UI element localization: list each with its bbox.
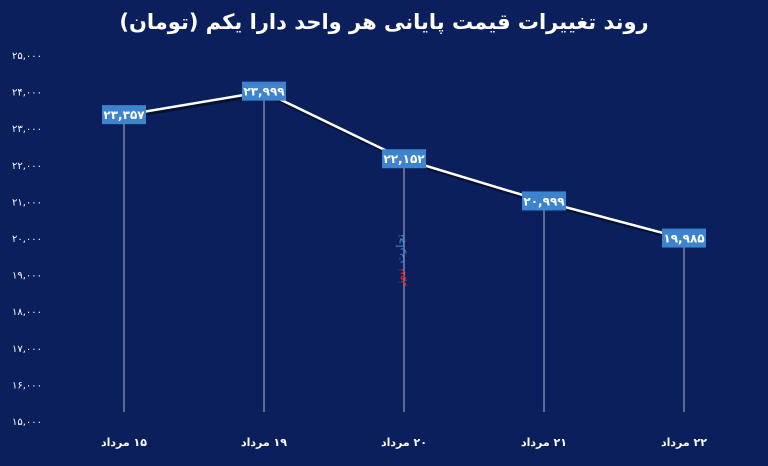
y-tick-label: ۲۰,۰۰۰ [12,234,42,245]
data-label-box [382,149,426,169]
data-label-box [242,81,286,101]
data-point: ۲۳,۹۹۹ [242,81,286,101]
y-tick-label: ۱۸,۰۰۰ [12,307,42,318]
data-label-box [102,105,146,125]
y-tick-label: ۱۵,۰۰۰ [12,417,42,428]
watermark: تجارت نیوز [389,234,408,287]
y-axis-ticks: ۱۵,۰۰۰ ۱۶,۰۰۰ ۱۷,۰۰۰ ۱۸,۰۰۰ ۱۹,۰۰۰ ۲۰,۰۰۰ ۲۱,۰… [12,51,42,428]
y-tick-label: ۲۲,۰۰۰ [12,161,42,172]
watermark-part1: تجارت [394,234,407,263]
x-tick-label: ۲۱ مرداد [521,436,567,449]
data-point: ۲۲,۱۵۲ [382,149,426,169]
x-tick-label: ۱۹ مرداد [241,436,287,449]
data-point: ۱۹,۹۸۵ [662,228,706,248]
data-point: ۲۳,۳۵۷ [102,105,146,125]
chart-title: روند تغییرات قیمت پایانی هر واحد دارا یک… [119,10,649,34]
x-tick-label: ۱۵ مرداد [101,436,147,449]
data-point: ۲۰,۹۹۹ [522,191,566,211]
x-tick-label: ۲۰ مرداد [381,436,427,449]
x-tick-label: ۲۲ مرداد [661,436,707,449]
y-tick-label: ۲۵,۰۰۰ [12,51,42,62]
data-label: ۲۳,۹۹۹ [243,85,285,99]
data-label: ۱۹,۹۸۵ [663,232,704,246]
x-axis-ticks: ۱۵ مرداد ۱۹ مرداد ۲۰ مرداد ۲۱ مرداد ۲۲ مرداد [101,436,707,449]
y-tick-label: ۱۷,۰۰۰ [12,344,42,355]
watermark-part2: نیوز [394,268,407,286]
svg-text:تجارت نیوز: تجارت نیوز [389,234,408,287]
y-tick-label: ۲۴,۰۰۰ [12,88,42,99]
drop-lines [123,91,685,412]
y-tick-label: ۲۳,۰۰۰ [12,124,42,135]
data-label: ۲۰,۹۹۹ [523,194,565,208]
data-label-box [522,191,566,211]
y-tick-label: ۱۹,۰۰۰ [12,271,42,282]
y-tick-label: ۲۱,۰۰۰ [12,197,42,208]
y-tick-label: ۱۶,۰۰۰ [12,380,42,391]
data-label: ۲۲,۱۵۲ [383,152,425,166]
data-label-box [662,228,706,248]
data-labels: ۲۳,۳۵۷ ۲۳,۹۹۹ ۲۲,۱۵۲ ۲۰,۹۹۹ ۱۹,۹۸۵ [102,81,706,248]
data-label: ۲۳,۳۵۷ [103,108,145,122]
